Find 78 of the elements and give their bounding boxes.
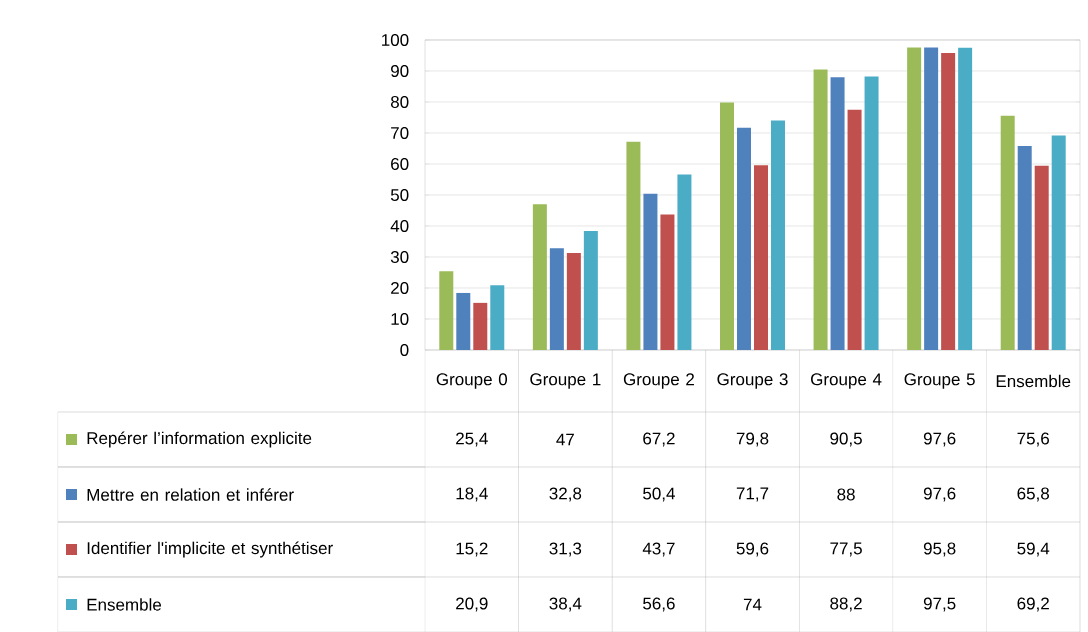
data-label: 20,9 [456,597,488,612]
data-label: 59,4 [1017,542,1050,557]
legend-label: Ensemble [87,598,162,611]
data-label: 59,6 [736,542,769,557]
x-tick-label: Ensemble [996,374,1071,388]
bar [771,120,785,350]
bar [720,102,734,350]
y-tick-label: 100 [382,33,409,47]
data-label: 74 [743,598,762,611]
bar [456,292,471,350]
data-label: 79,8 [736,432,769,447]
bar [737,127,751,350]
bar [660,214,675,350]
data-label: 25,4 [456,432,488,447]
data-label: 75,6 [1017,432,1049,447]
x-tick-label: Groupe 3 [717,373,788,389]
bar [864,76,879,350]
y-tick-label: 40 [390,219,409,233]
bar [583,230,598,350]
data-label: 47 [556,433,574,446]
data-label: 69,2 [1017,597,1049,612]
y-tick-label: 0 [400,343,409,357]
data-label: 31,3 [549,542,582,557]
y-tick-label: 10 [391,312,409,326]
data-label: 65,8 [1017,487,1050,502]
bar [924,47,939,350]
x-tick-label: Groupe 1 [530,373,601,389]
x-tick-label: Groupe 0 [436,373,508,389]
x-tick-label: Groupe 5 [904,373,975,389]
data-label: 95,8 [923,542,956,557]
bar [490,285,505,350]
data-label: 15,2 [456,542,488,557]
bar [566,252,581,350]
bar [1034,165,1049,350]
data-label: 97,6 [923,432,956,447]
data-label: 32,8 [549,487,582,502]
data-label: 88,2 [830,597,862,612]
bar [813,69,828,350]
bar [643,193,658,350]
legend-label: Mettre en relation et inférer [87,488,294,501]
data-label: 77,5 [830,542,862,557]
data-label: 43,7 [642,542,675,557]
data-label: 67,2 [643,432,675,447]
bar [847,109,862,350]
data-label: 71,7 [736,487,769,502]
y-tick-label: 60 [391,157,409,171]
y-tick-label: 80 [390,95,409,109]
bar [958,47,973,350]
data-label: 97,6 [923,487,956,502]
x-tick-label: Groupe 2 [623,373,694,389]
bar [549,248,564,350]
bar [677,174,692,350]
y-tick-label: 20 [391,281,409,295]
bar [830,77,845,350]
legend-label: Identifier l'implicite et synthétiser [87,541,333,558]
x-tick-label: Groupe 4 [811,373,882,389]
bar [941,53,956,350]
data-label: 88 [837,488,855,501]
data-label: 18,4 [456,487,488,502]
bar [1000,115,1015,350]
bar [907,47,922,350]
y-tick-label: 50 [390,188,409,202]
data-label: 56,6 [643,597,675,612]
y-tick-label: 30 [390,250,409,264]
bar [626,141,641,350]
data-label: 90,5 [830,432,862,447]
y-tick-label: 70 [391,126,409,140]
data-label: 50,4 [643,487,675,502]
data-label: 97,5 [923,597,956,612]
bar [1051,135,1066,350]
bar [1017,146,1032,350]
bar [532,204,547,350]
legend-label: Repérer l’information explicite [87,431,312,448]
bar [754,165,768,350]
bar [473,302,488,350]
bar [439,271,454,350]
data-label: 38,4 [549,597,582,612]
y-tick-label: 90 [391,64,409,78]
